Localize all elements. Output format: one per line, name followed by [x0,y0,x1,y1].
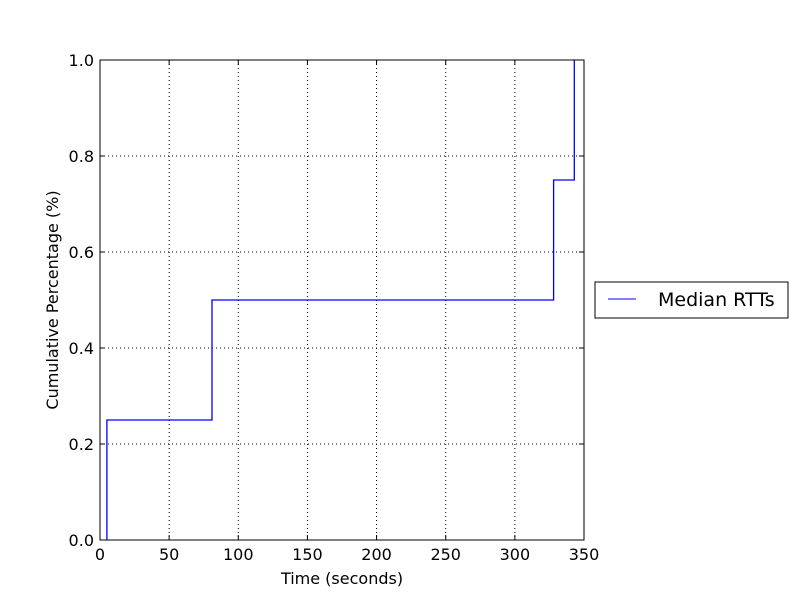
x-tick-label: 200 [361,545,392,564]
y-tick-label: 0.0 [69,531,94,550]
ticks: 0 50 100 150 200 250 300 350 0.0 0.2 0.4 0.6 0.8 1.0 [69,51,600,564]
legend-box [594,281,789,319]
x-tick-label: 250 [430,545,461,564]
y-tick-label: 0.6 [69,243,94,262]
legend: Median RTTs [594,281,789,319]
x-tick-label: 50 [159,545,179,564]
y-tick-label: 0.8 [69,147,94,166]
y-axis-label: Cumulative Percentage (%) [43,190,62,409]
y-tick-label: 1.0 [69,51,94,70]
x-tick-label: 100 [223,545,254,564]
x-tick-label: 0 [95,545,105,564]
x-tick-label: 300 [500,545,531,564]
x-tick-label: 150 [292,545,323,564]
series-layer [106,60,575,540]
x-axis-label: Time (seconds) [280,569,403,588]
y-tick-label: 0.2 [69,435,94,454]
legend-label-median-rtts: Median RTTs [658,289,775,311]
x-tick-label: 350 [569,545,600,564]
y-tick-label: 0.4 [69,339,94,358]
series-line-median-rtts [106,60,575,540]
plot-frame [99,59,585,541]
